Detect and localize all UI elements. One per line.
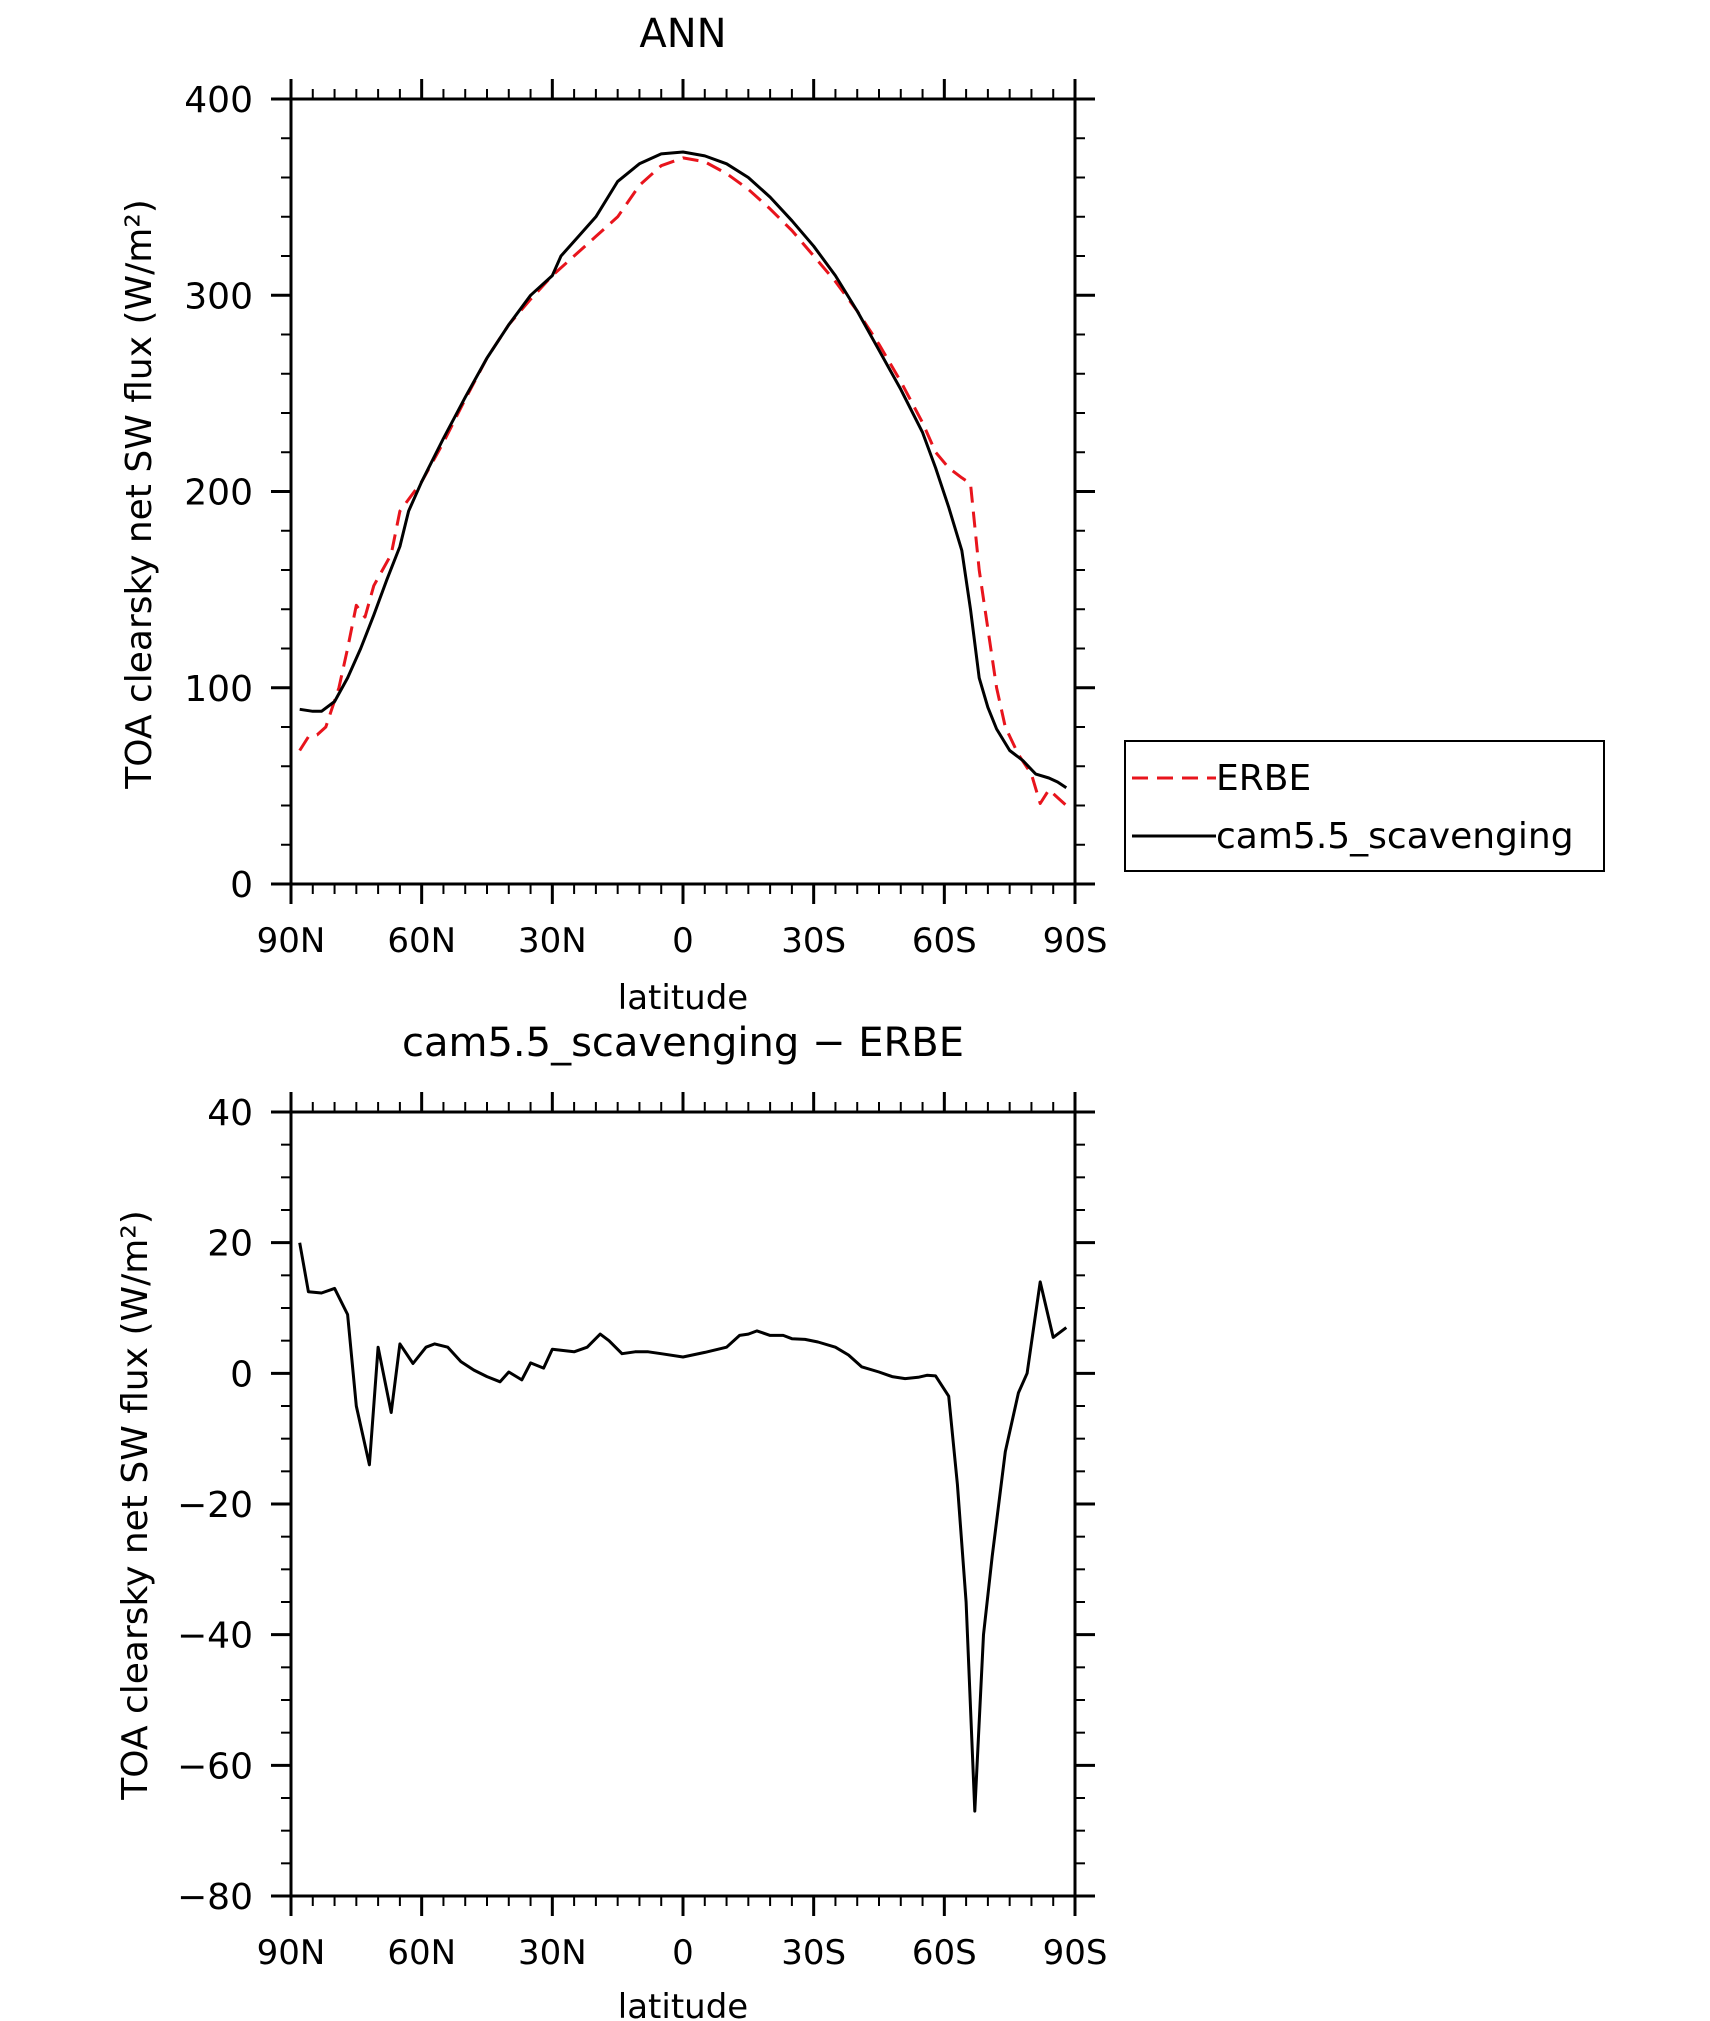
top-x-tick-label: 30S [781,921,846,961]
bottom-chart-y-axis-label: TOA clearsky net SW flux (W/m²) [115,1210,156,1801]
bottom-y-tick-label: −40 [177,1616,253,1657]
legend-erbe-label: ERBE [1216,758,1311,799]
top-x-tick-label: 60S [912,921,977,961]
top-chart-series [298,150,1068,807]
bottom-chart-tick-labels: 90N 60N 30N 0 30S 60S 90S −80 −60 −40 −20 0 20 40 [177,1093,1107,1973]
bottom-x-tick-label: 0 [672,1933,694,1973]
chart-legend: ERBE cam5.5_scavenging [1124,740,1605,872]
top-chart-tick-labels: 90N 60N 30N 0 30S 60S 90S 0 100 200 300 400 [184,80,1107,961]
top-chart-plot-frame [289,97,1077,886]
bottom-chart-ticks [271,1092,1095,1916]
top-chart-ticks [271,79,1095,904]
top-series-line-0 [298,156,1068,807]
top-y-tick-label: 100 [184,669,253,710]
top-y-tick-label: 400 [184,80,253,121]
top-chart-title: ANN [639,11,726,57]
top-x-tick-label: 90S [1043,921,1108,961]
top-x-tick-label: 60N [387,921,456,961]
bottom-y-tick-label: −60 [177,1746,253,1787]
bottom-y-tick-label: 20 [207,1224,253,1265]
top-chart-panel: ANN TOA clearsky net SW flux (W/m²) 90N 6… [119,11,1605,1018]
top-y-tick-label: 0 [230,865,253,906]
bottom-chart-panel: cam5.5_scavenging − ERBE TOA clearsky ne… [115,1020,1107,2021]
bottom-x-tick-label: 30S [781,1933,846,1973]
top-chart-y-axis-label: TOA clearsky net SW flux (W/m²) [119,199,160,790]
top-y-tick-label: 300 [184,276,253,317]
top-x-tick-label: 0 [672,921,694,961]
top-y-tick-label: 200 [184,473,253,514]
top-x-tick-label: 30N [518,921,587,961]
bottom-chart-x-axis-label: latitude [618,1987,748,2021]
bottom-series-line-0 [298,1242,1068,1813]
legend-cam-label: cam5.5_scavenging [1216,816,1574,857]
bottom-x-tick-label: 60S [912,1933,977,1973]
top-x-tick-label: 90N [257,921,326,961]
bottom-y-tick-label: 0 [230,1354,253,1395]
top-chart-x-axis-label: latitude [618,978,748,1018]
bottom-x-tick-label: 90N [257,1933,326,1973]
bottom-x-tick-label: 30N [518,1933,587,1973]
bottom-chart-series [298,1242,1068,1813]
bottom-chart-plot-frame [289,1110,1077,1898]
bottom-y-tick-label: −20 [177,1485,253,1526]
bottom-y-tick-label: 40 [207,1093,253,1134]
bottom-x-tick-label: 90S [1043,1933,1108,1973]
legend-box [1124,740,1605,872]
bottom-y-tick-label: −80 [177,1877,253,1918]
top-series-line-1 [299,150,1068,790]
bottom-x-tick-label: 60N [387,1933,456,1973]
bottom-chart-title: cam5.5_scavenging − ERBE [402,1020,964,1066]
